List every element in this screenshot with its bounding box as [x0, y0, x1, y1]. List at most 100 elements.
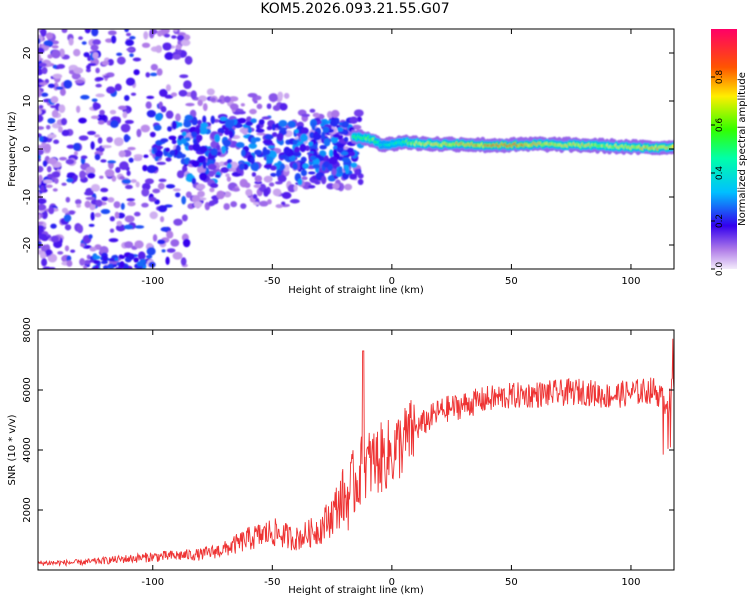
heatmap-cell — [38, 191, 41, 200]
heatmap-cell — [144, 178, 154, 185]
chart-title: KOM5.2026.093.21.55.G07 — [260, 1, 450, 17]
heatmap-cell — [349, 150, 356, 157]
heatmap-cell — [38, 126, 45, 130]
heatmap-cell — [61, 207, 69, 214]
heatmap-cell — [84, 29, 91, 34]
colorbar: 0.0 0.2 0.4 0.6 0.8 Normalized spectral ampl… — [711, 29, 748, 276]
heatmap-cell — [240, 203, 247, 209]
heatmap-cell — [357, 178, 364, 186]
heatmap-cell — [160, 29, 170, 35]
heatmap-cell — [307, 171, 316, 175]
heatmap-cell — [305, 145, 310, 152]
bottom-y-tick-label: 8000 — [22, 317, 33, 342]
heatmap-cell — [206, 88, 215, 96]
heatmap-cell — [41, 67, 48, 75]
heatmap-cell — [101, 144, 112, 149]
heatmap-cell — [54, 177, 59, 184]
heatmap-cell — [156, 161, 166, 166]
heatmap-cell — [349, 116, 358, 124]
heatmap-cell — [66, 144, 76, 149]
heatmap-cell — [108, 238, 119, 243]
heatmap-cell — [312, 112, 320, 118]
heatmap-cell — [91, 266, 100, 269]
bottom-x-tick-label: -50 — [264, 577, 280, 588]
heatmap-cell — [167, 126, 173, 132]
heatmap-cell — [38, 233, 48, 240]
heatmap-cell — [45, 32, 54, 40]
heatmap-cell — [52, 64, 58, 69]
top-y-tick-label: 0 — [22, 146, 33, 152]
heatmap-cell — [42, 160, 48, 167]
heatmap-cell — [134, 240, 144, 249]
heatmap-cell — [38, 53, 41, 61]
heatmap-cell — [216, 144, 221, 151]
heatmap-cell — [94, 134, 101, 138]
heatmap-cell — [119, 261, 125, 268]
heatmap-cell — [119, 175, 125, 180]
top-x-tick-label: -50 — [264, 276, 280, 287]
heatmap-cell — [100, 159, 107, 163]
heatmap-cell — [208, 200, 216, 206]
heatmap-cell — [87, 130, 96, 136]
heatmap-cell — [118, 105, 127, 111]
heatmap-cell — [225, 120, 234, 129]
heatmap-cell — [126, 198, 135, 202]
heatmap-cell — [119, 161, 129, 171]
bottom-y-tick-label: 4000 — [22, 437, 33, 462]
heatmap-cell — [184, 114, 194, 121]
heatmap-cell — [133, 211, 141, 217]
heatmap-cell — [45, 184, 53, 189]
heatmap-cell — [197, 190, 205, 198]
heatmap-cell — [252, 194, 258, 200]
heatmap-cell — [311, 122, 316, 131]
heatmap-cell — [182, 34, 191, 41]
heatmap-cell — [125, 32, 132, 37]
heatmap-cell — [148, 261, 156, 268]
heatmap-cell — [136, 261, 145, 267]
heatmap-cell — [192, 142, 201, 152]
heatmap-cell — [226, 176, 231, 182]
heatmap-cell — [127, 201, 136, 207]
heatmap-cell — [274, 181, 283, 185]
heatmap-cell — [263, 175, 273, 183]
heatmap-cell — [349, 173, 358, 180]
heatmap-cell — [94, 255, 101, 260]
heatmap-cell — [178, 89, 188, 97]
heatmap-cell — [123, 265, 129, 269]
heatmap-cell — [181, 214, 188, 222]
heatmap-cell — [321, 131, 326, 140]
heatmap-cell — [350, 162, 358, 168]
heatmap-cell — [109, 228, 115, 233]
heatmap-cell — [97, 120, 105, 125]
heatmap-cell — [61, 129, 70, 137]
top-y-tick-label: 20 — [22, 47, 33, 60]
heatmap-cell — [338, 166, 343, 174]
top-x-tick-label: 0 — [389, 276, 395, 287]
heatmap-cell — [228, 96, 239, 102]
heatmap-cell — [175, 113, 181, 122]
heatmap-cell — [141, 202, 149, 208]
heatmap-cell — [300, 156, 307, 163]
heatmap-cell — [61, 29, 68, 34]
heatmap-cell — [198, 126, 208, 135]
heatmap-cell — [283, 92, 290, 99]
heatmap-cell — [85, 196, 96, 201]
heatmap-cell — [337, 127, 344, 132]
heatmap-cell — [292, 139, 298, 145]
heatmap-cell — [113, 201, 121, 209]
heatmap-cell — [47, 253, 58, 263]
heatmap-cell — [293, 184, 298, 192]
heatmap-cell — [106, 86, 116, 94]
heatmap-cell — [671, 144, 674, 149]
colorbar-tick-label: 0.0 — [715, 262, 725, 277]
heatmap-cell — [240, 103, 245, 107]
heatmap-cell — [159, 89, 168, 97]
colorbar-tick-label: 0.2 — [715, 214, 725, 228]
heatmap-cell — [312, 133, 322, 141]
heatmap-cell — [252, 96, 257, 103]
heatmap-cell — [341, 121, 350, 129]
heatmap-cell — [229, 130, 234, 139]
heatmap-cell — [38, 62, 47, 67]
heatmap-cell — [60, 118, 68, 126]
heatmap-cell — [223, 203, 230, 210]
